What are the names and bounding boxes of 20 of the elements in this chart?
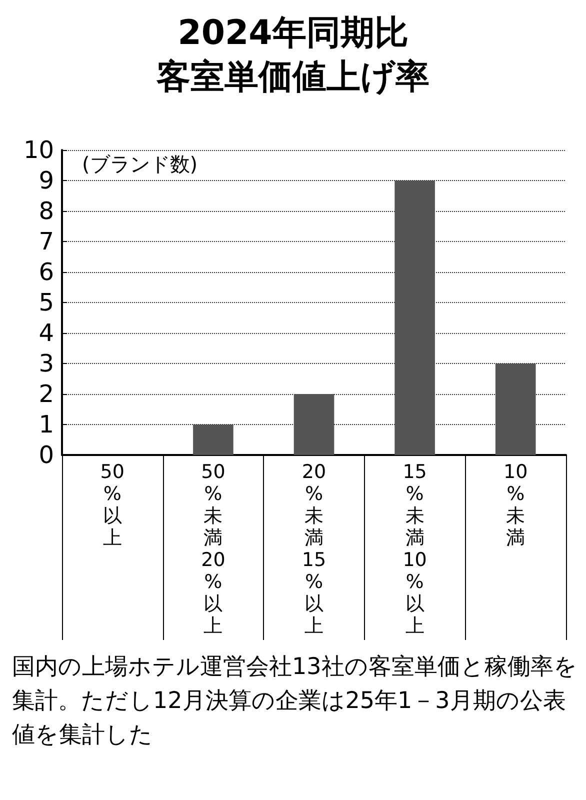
y-tick-label: 9 (38, 166, 54, 194)
y-tick-label: 0 (38, 441, 54, 469)
y-tick-label: 3 (38, 350, 54, 378)
x-tick-label: 20%未満15%以上 (302, 461, 326, 637)
y-tick-label: 4 (38, 319, 54, 347)
chart-subtitle: 客室単価値上げ率 (156, 57, 430, 97)
y-tick-label: 5 (38, 288, 54, 316)
y-tick-label: 10 (23, 136, 54, 164)
x-tick-label: 10%未満 (504, 461, 528, 549)
x-tick-label: 50%未満20%以上 (201, 461, 226, 637)
x-tick-label: 15%未満10%以上 (402, 461, 427, 637)
x-tick-label: 50%以上 (100, 461, 124, 549)
y-tick-label: 2 (38, 380, 54, 408)
y-tick-label: 7 (38, 228, 54, 256)
y-tick-label: 6 (38, 258, 54, 286)
text: 国内の上場ホテル運営会社13社の客室単価と稼働率を集計。ただし12月決算の企業は25年1－3月期の公表値を集計した (12, 654, 578, 748)
chart-title: 2024年同期比 (178, 13, 408, 53)
y-tick-label: 8 (38, 197, 54, 225)
y-axis-title: (ブランド数) (82, 152, 198, 176)
y-tick-label: 1 (38, 410, 54, 438)
